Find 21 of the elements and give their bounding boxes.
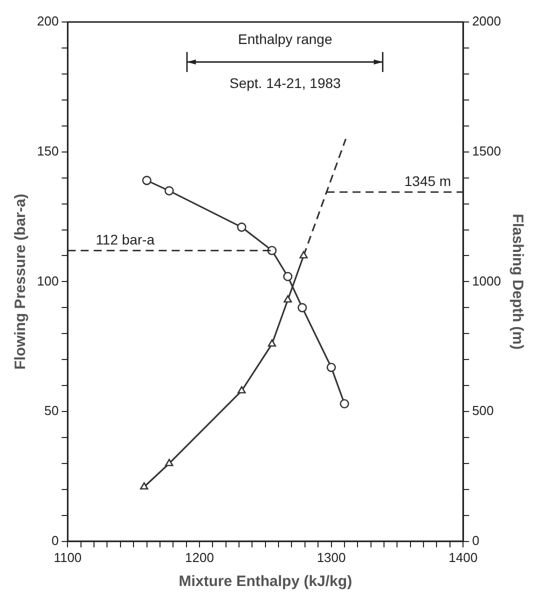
y-axis-title: Flowing Pressure (bar-a) [12,194,30,370]
x-tick-label: 1400 [448,550,478,565]
annotation: Enthalpy range [238,30,332,47]
y-tick-label: 200 [36,14,59,29]
y2-tick-label: 500 [472,403,494,418]
y-tick-label: 150 [36,143,59,158]
x-tick-label: 1100 [54,550,82,565]
y-tick-label: 100 [36,273,59,288]
y2-tick-label: 2000 [472,14,501,29]
y-tick-label: 0 [51,532,59,548]
ref-line-label: 1345 m [404,172,452,189]
y2-tick-label: 1000 [472,273,501,288]
x-tick-label: 1200 [185,550,214,565]
annotation: Sept. 14-21, 1983 [230,74,342,91]
y-tick-label: 50 [44,403,59,418]
x-axis-title: Mixture Enthalpy (kJ/kg) [178,573,352,590]
ref-line-label: 112 bar-a [96,231,155,248]
y2-axis-title: Flashing Depth (m) [508,214,526,350]
x-tick-label: 1300 [316,550,346,565]
y2-tick-label: 1500 [472,143,501,158]
y2-tick-label: 0 [472,532,480,548]
